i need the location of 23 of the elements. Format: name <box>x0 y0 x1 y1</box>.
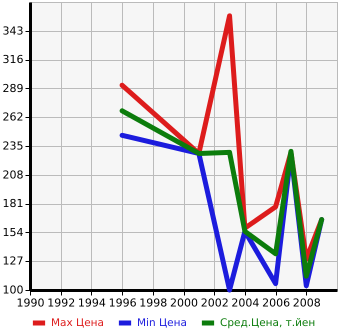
y-tick-label: 127 <box>2 254 24 268</box>
legend-label: Max Цена <box>51 317 104 329</box>
y-tick-label: 154 <box>2 226 24 239</box>
x-tick-label: 2006 <box>262 296 290 310</box>
x-tick-label: 2002 <box>200 296 229 310</box>
y-tick-label: 181 <box>2 197 24 210</box>
x-tick-label: 2008 <box>292 296 321 310</box>
legend-label: Сред.Цена, т.йен <box>220 317 316 329</box>
y-tick-label: 343 <box>2 24 24 38</box>
x-tick-label: 1994 <box>78 296 106 310</box>
y-tick-label: 262 <box>2 110 24 124</box>
x-tick-label: 1992 <box>47 296 76 310</box>
x-tick-label: 1990 <box>16 296 44 310</box>
legend-label: Min Цена <box>137 317 187 329</box>
y-tick-label: 235 <box>2 140 24 152</box>
y-tick-label: 289 <box>2 82 24 95</box>
x-tick-label: 1998 <box>139 296 168 310</box>
x-tick-label: 2000 <box>170 296 198 310</box>
x-tick-label: 1996 <box>108 296 137 310</box>
y-tick-label: 316 <box>2 53 24 66</box>
y-tick-label: 208 <box>2 168 24 182</box>
x-tick-label: 2004 <box>231 296 260 310</box>
y-tick-label: 100 <box>2 284 24 296</box>
